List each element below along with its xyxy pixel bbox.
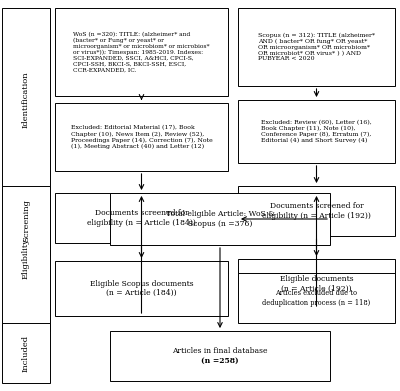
Bar: [55, 8, 228, 96]
Text: Articles excluded due to
deduplication process (n = 118): Articles excluded due to deduplication p…: [262, 289, 371, 307]
Text: Scopus (n = 312): TITLE (alzheimer*
AND ( bacter* OR fung* OR yeast*
OR microorg: Scopus (n = 312): TITLE (alzheimer* AND …: [258, 32, 375, 61]
Bar: [238, 8, 395, 86]
Text: Total eligible Article: WoS &
Scopus (n =376): Total eligible Article: WoS & Scopus (n …: [166, 210, 274, 228]
Text: Documents screened for
eligibility (n = Article (192)): Documents screened for eligibility (n = …: [262, 203, 371, 220]
Text: Included: Included: [22, 334, 30, 371]
Text: Articles in final database: Articles in final database: [172, 347, 268, 355]
Bar: [110, 193, 330, 245]
Bar: [238, 273, 395, 323]
Text: Identification: Identification: [22, 71, 30, 128]
Text: WoS (n =320): TITLE: (alzheimer* and
(bacter* or Fung* or yeast* or
microorganis: WoS (n =320): TITLE: (alzheimer* and (ba…: [73, 32, 210, 72]
Bar: [2, 323, 50, 383]
Bar: [55, 261, 228, 316]
Text: Eligible documents
(n = Article (192)): Eligible documents (n = Article (192)): [280, 275, 353, 292]
Text: Excluded: Editorial Material (17), Book
Chapter (10), News Item (2), Review (52): Excluded: Editorial Material (17), Book …: [71, 125, 212, 149]
Bar: [55, 103, 228, 171]
Text: Documents screened for
eligibility (n = Article (184)): Documents screened for eligibility (n = …: [87, 210, 196, 227]
Text: Excluded: Review (60), Letter (16),
Book Chapter (11), Note (10),
Conference Pap: Excluded: Review (60), Letter (16), Book…: [261, 120, 372, 143]
Bar: [110, 331, 330, 381]
Text: Eligible Scopus documents
(n = Article (184)): Eligible Scopus documents (n = Article (…: [90, 280, 193, 297]
Bar: [55, 193, 228, 243]
Text: Screening: Screening: [22, 199, 30, 242]
Bar: [2, 187, 50, 255]
Bar: [238, 100, 395, 163]
Bar: [238, 259, 395, 309]
Bar: [2, 186, 50, 331]
Text: Eligibility: Eligibility: [22, 238, 30, 279]
Text: (n =258): (n =258): [201, 357, 239, 365]
Bar: [2, 8, 50, 191]
Bar: [238, 186, 395, 236]
